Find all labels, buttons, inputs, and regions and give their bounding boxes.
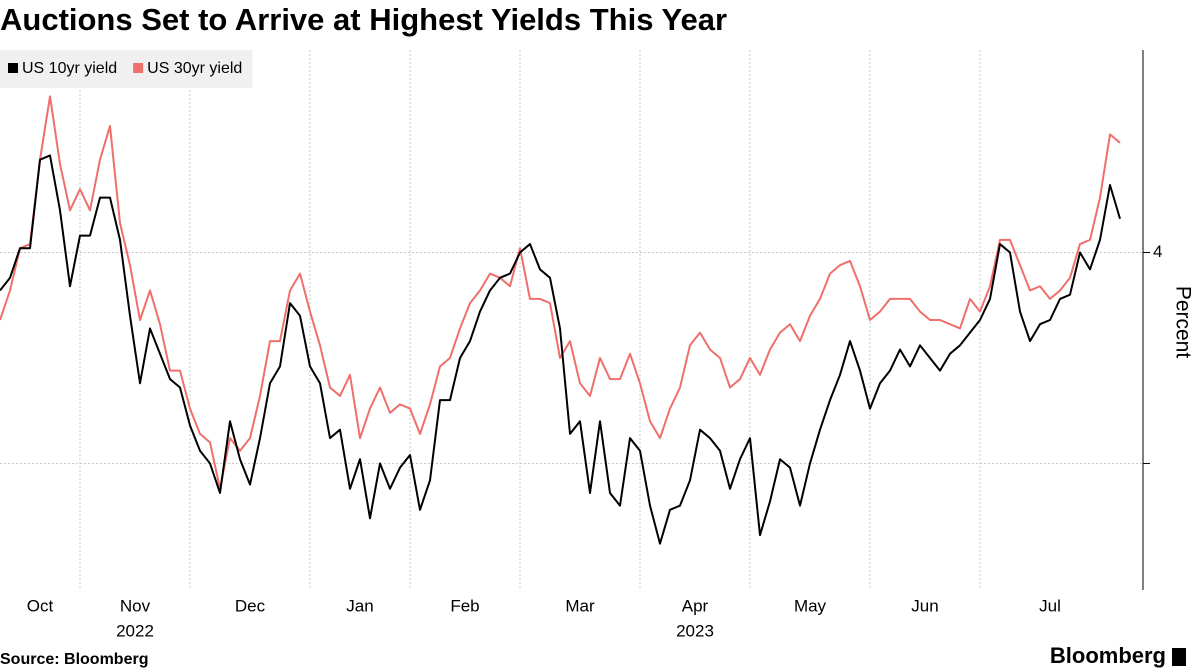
x-tick-label: Oct	[27, 596, 54, 615]
x-tick-label: Mar	[565, 596, 595, 615]
y-axis-label: Percent	[1171, 286, 1194, 359]
x-tick-label: Dec	[235, 596, 266, 615]
chart-title: Auctions Set to Arrive at Highest Yields…	[0, 2, 727, 37]
logo-icon	[1172, 648, 1186, 666]
series-line	[0, 95, 1121, 490]
legend-bg	[0, 50, 253, 88]
source: Source: Bloomberg	[0, 651, 148, 668]
y-tick-label: 4	[1153, 242, 1162, 261]
x-tick-label: May	[794, 596, 827, 615]
x-tick-label: Feb	[450, 596, 479, 615]
series-line	[0, 154, 1121, 545]
x-tick-label: Jun	[911, 596, 938, 615]
logo: Bloomberg	[1050, 643, 1166, 668]
x-tick-label: Jan	[346, 596, 373, 615]
legend-swatch	[8, 63, 18, 73]
x-year-label: 2023	[676, 621, 714, 640]
legend-label: US 10yr yield	[22, 60, 117, 77]
legend-label: US 30yr yield	[147, 60, 242, 77]
x-year-label: 2022	[116, 621, 154, 640]
x-tick-label: Nov	[120, 596, 151, 615]
legend: US 10yr yield US 30yr yield	[0, 50, 253, 88]
legend-swatch	[133, 63, 144, 73]
x-tick-label: Apr	[682, 596, 709, 615]
x-tick-label: Jul	[1039, 596, 1061, 615]
